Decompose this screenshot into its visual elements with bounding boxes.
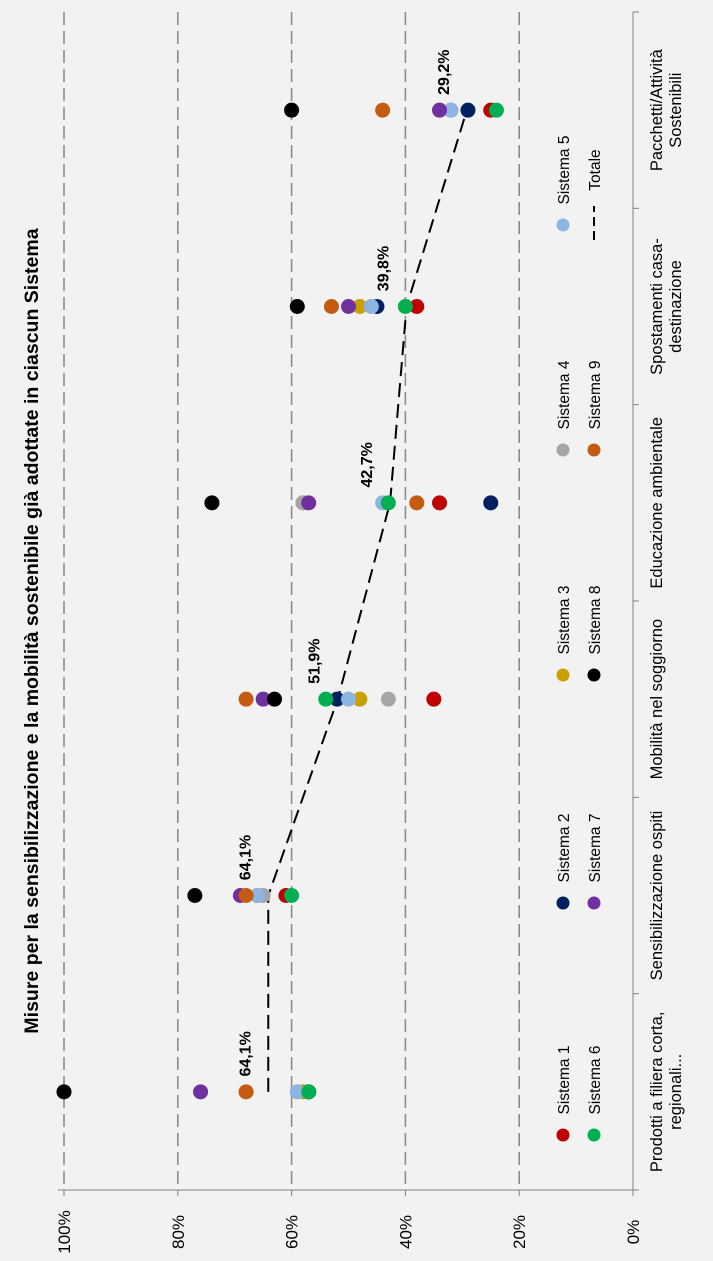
category-label-line: Sostenibili bbox=[667, 73, 685, 148]
category-label-line: Pacchetti/Attività bbox=[648, 48, 666, 171]
data-point bbox=[323, 299, 339, 314]
data-point bbox=[460, 102, 476, 118]
total-data-label: 64,1% bbox=[237, 1031, 254, 1076]
legend-marker bbox=[587, 896, 601, 910]
total-data-label: 29,2% bbox=[436, 49, 453, 94]
data-point bbox=[255, 691, 271, 707]
total-data-label: 42,7% bbox=[359, 442, 376, 487]
total-data-label: 64,1% bbox=[237, 835, 254, 880]
data-point bbox=[375, 102, 391, 118]
data-point bbox=[352, 299, 368, 314]
data-points bbox=[56, 102, 504, 1100]
data-point bbox=[249, 888, 265, 903]
data-point bbox=[187, 888, 203, 903]
y-tick-label: 100% bbox=[55, 1210, 74, 1253]
data-point bbox=[238, 1084, 254, 1100]
y-tick-label: 20% bbox=[510, 1215, 529, 1249]
legend-marker bbox=[556, 218, 570, 232]
data-point bbox=[443, 102, 459, 118]
category-label: Spostamenti casa-destinazione bbox=[648, 238, 685, 375]
data-point bbox=[193, 1084, 209, 1100]
category-label-line: Spostamenti casa- bbox=[648, 238, 666, 375]
data-point bbox=[409, 299, 425, 314]
axes bbox=[58, 11, 639, 1196]
data-point bbox=[204, 495, 220, 511]
legend-label: Totale bbox=[587, 149, 604, 190]
category-label: Sensibilizzazione ospiti bbox=[648, 811, 666, 981]
total-line bbox=[267, 109, 468, 1092]
data-point bbox=[329, 691, 345, 707]
category-label: Mobilità nel soggiorno bbox=[648, 619, 666, 780]
category-label: Educazione ambientale bbox=[648, 417, 666, 589]
y-tick-labels: 0% 20% 40% 60% 80% 100% bbox=[55, 1210, 643, 1253]
data-point bbox=[318, 691, 334, 707]
category-label-line: Prodotti a filiera corta, bbox=[648, 1012, 666, 1173]
data-point bbox=[488, 102, 504, 118]
legend-label: Sistema 7 bbox=[587, 814, 604, 883]
data-point bbox=[267, 691, 283, 707]
data-point bbox=[289, 299, 305, 314]
category-labels: Prodotti a filiera corta,regionali... Sen… bbox=[648, 48, 685, 1172]
legend-label: Sistema 4 bbox=[556, 360, 573, 429]
legend-marker bbox=[587, 1128, 601, 1142]
data-point bbox=[363, 299, 379, 314]
data-point bbox=[397, 299, 413, 314]
category-label-line: Mobilità nel soggiorno bbox=[648, 619, 666, 780]
data-point bbox=[483, 495, 499, 511]
data-point bbox=[409, 495, 425, 511]
data-point bbox=[284, 888, 300, 903]
data-point bbox=[301, 1084, 317, 1100]
data-point bbox=[289, 1084, 305, 1100]
legend: Sistema 1 Sistema 6 Sistema 2 Sistema 7 Sist… bbox=[556, 136, 604, 1142]
legend-marker bbox=[587, 668, 601, 682]
total-data-label: 39,8% bbox=[376, 246, 393, 291]
legend-marker bbox=[556, 668, 570, 682]
total-line-group bbox=[267, 109, 468, 1092]
data-point bbox=[56, 1084, 72, 1100]
legend-label: Sistema 6 bbox=[587, 1046, 604, 1115]
legend-label: Sistema 5 bbox=[556, 136, 573, 205]
gridlines bbox=[63, 12, 521, 1190]
legend-label: Sistema 1 bbox=[556, 1046, 573, 1115]
category-label: Prodotti a filiera corta,regionali... bbox=[648, 1012, 685, 1173]
category-label-line: regionali... bbox=[667, 1054, 685, 1130]
legend-marker bbox=[587, 443, 601, 457]
data-point bbox=[380, 495, 396, 511]
data-point bbox=[432, 102, 448, 118]
total-data-label: 51,9% bbox=[307, 638, 324, 683]
data-point bbox=[432, 495, 448, 511]
total-data-labels: 64,1% 64,1% 51,9% 42,7% 39,8% 29,2% bbox=[237, 49, 453, 1076]
data-point bbox=[380, 691, 396, 707]
y-tick-label: 0% bbox=[624, 1220, 643, 1245]
legend-label: Sistema 2 bbox=[556, 814, 573, 883]
data-point bbox=[238, 691, 254, 707]
y-tick-label: 40% bbox=[396, 1215, 415, 1249]
legend-label: Sistema 9 bbox=[587, 361, 604, 430]
data-point bbox=[426, 691, 442, 707]
legend-marker bbox=[556, 443, 570, 457]
legend-label: Sistema 3 bbox=[556, 586, 573, 655]
y-tick-label: 60% bbox=[283, 1215, 302, 1249]
legend-marker bbox=[556, 896, 570, 910]
category-label-line: destinazione bbox=[667, 260, 685, 353]
legend-label: Sistema 8 bbox=[587, 586, 604, 655]
data-point bbox=[341, 299, 356, 314]
y-tick-label: 80% bbox=[169, 1215, 188, 1249]
data-point bbox=[352, 691, 368, 707]
data-point bbox=[301, 495, 317, 511]
data-point bbox=[341, 691, 356, 707]
category-label: Pacchetti/AttivitàSostenibili bbox=[648, 48, 685, 171]
data-point bbox=[238, 888, 254, 903]
category-label-line: Sensibilizzazione ospiti bbox=[648, 811, 666, 981]
data-point bbox=[284, 102, 300, 118]
category-label-line: Educazione ambientale bbox=[648, 417, 666, 589]
legend-marker bbox=[556, 1128, 570, 1142]
chart-title: Misure per la sensibilizzazione e la mob… bbox=[21, 228, 43, 1033]
